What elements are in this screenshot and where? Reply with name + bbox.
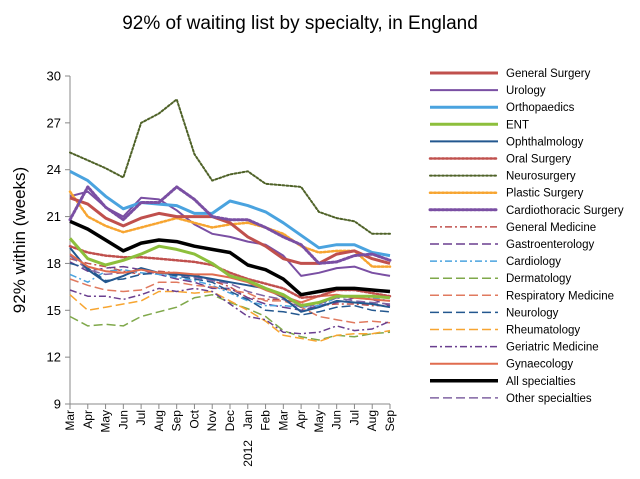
series-line-gastroenterology: [69, 261, 391, 312]
legend-item: Plastic Surgery: [428, 188, 584, 200]
legend: General Surgery Urology Orthopaedics ENT Oph…: [428, 68, 624, 405]
y-tick-label: 18: [47, 256, 61, 271]
x-tick-label: Dec: [223, 410, 237, 431]
y-tick-label: 27: [47, 115, 61, 130]
legend-label: Urology: [506, 85, 546, 97]
legend-item: Rheumatology: [430, 325, 580, 337]
x-tick-label: May: [99, 410, 113, 433]
legend-item: Orthopaedics: [430, 102, 575, 114]
x-tick-label: Mar: [63, 410, 77, 431]
legend-label: Orthopaedics: [506, 102, 575, 114]
legend-item: All specialties: [430, 376, 576, 388]
series-line-all-specialties: [69, 219, 391, 297]
chart-title: 92% of waiting list by specialty, in Eng…: [122, 13, 478, 34]
legend-label: Neurosurgery: [506, 171, 576, 183]
legend-item: Gynaecology: [430, 359, 573, 371]
legend-item: Ophthalmology: [430, 136, 584, 148]
x-tick-label: Aug: [152, 410, 166, 431]
legend-label: Oral Surgery: [506, 154, 571, 166]
legend-item: General Surgery: [430, 68, 591, 80]
legend-label: All specialties: [506, 376, 576, 388]
legend-label: Cardiology: [506, 256, 561, 268]
x-tick-label: Mar: [276, 410, 290, 431]
legend-item: Respiratory Medicine: [430, 290, 614, 302]
legend-item: Urology: [430, 85, 546, 97]
series-line-general-surgery: [69, 196, 391, 265]
x-tick-label: Apr: [81, 410, 95, 429]
legend-label: Neurology: [506, 307, 559, 319]
series-line-neurology: [69, 262, 391, 316]
x-tick-label: Jul: [134, 410, 148, 425]
x-tick-label: Sep: [170, 410, 184, 432]
series-line-ophthalmology: [69, 247, 391, 313]
y-tick-label: 9: [54, 397, 61, 412]
legend-label: General Surgery: [506, 68, 591, 80]
legend-label: Rheumatology: [506, 325, 580, 337]
y-tick-label: 12: [47, 350, 61, 365]
series-line-orthopaedics: [69, 169, 391, 258]
legend-item: Dermatology: [430, 273, 571, 285]
series-line-respiratory-medicine: [69, 278, 391, 324]
legend-label: ENT: [506, 119, 529, 131]
series-line-geriatric-medicine: [69, 287, 391, 335]
legend-label: Gastroenterology: [506, 239, 594, 251]
x-tick-label: Aug: [365, 410, 379, 431]
legend-item: Cardiology: [430, 256, 561, 268]
y-tick-label: 30: [47, 69, 61, 84]
legend-label: General Medicine: [506, 222, 596, 234]
legend-label: Respiratory Medicine: [506, 290, 614, 302]
x-tick-label: Jun: [116, 410, 130, 429]
legend-label: Geriatric Medicine: [506, 342, 599, 354]
legend-item: Geriatric Medicine: [430, 342, 599, 354]
y-axis-label: 92% within (weeks): [10, 167, 29, 313]
x-tick-label: Sep: [383, 410, 397, 432]
x-tick-label: Jan: [241, 410, 255, 429]
legend-item: General Medicine: [430, 222, 596, 234]
series-line-urology: [69, 190, 391, 277]
series-line-neurosurgery: [69, 98, 391, 235]
series-line-rheumatology: [69, 290, 391, 343]
legend-item: Neurology: [430, 307, 559, 319]
legend-item: Oral Surgery: [428, 154, 571, 166]
legend-label: Ophthalmology: [506, 136, 584, 148]
legend-item: Cardiothoracic Surgery: [428, 205, 624, 217]
legend-label: Cardiothoracic Surgery: [506, 205, 624, 217]
legend-item: Neurosurgery: [429, 171, 576, 183]
series-line-cardiothoracic-surgery: [68, 185, 392, 265]
legend-item: Other specialties: [430, 393, 592, 405]
x-tick-label: Apr: [294, 410, 308, 429]
legend-label: Other specialties: [506, 393, 592, 405]
x-tick-label: Feb: [259, 410, 273, 431]
x-tick-label: Jun: [330, 410, 344, 429]
series-line-ent: [68, 237, 391, 308]
series-line-general-medicine: [69, 257, 390, 307]
x-tick-label: Nov: [205, 410, 219, 431]
series-layer: [68, 98, 392, 343]
y-tick-label: 24: [47, 162, 61, 177]
x-year-label: 2012: [241, 440, 255, 467]
legend-label: Dermatology: [506, 273, 571, 285]
x-tick-label: Jul: [347, 410, 361, 425]
y-tick-label: 15: [47, 303, 61, 318]
legend-label: Gynaecology: [506, 359, 573, 371]
x-tick-label: May: [312, 410, 326, 433]
legend-label: Plastic Surgery: [506, 188, 584, 200]
x-tick-label: Oct: [187, 409, 201, 428]
series-line-cardiology: [69, 268, 391, 308]
series-line-plastic-surgery: [68, 190, 392, 268]
y-tick-label: 21: [47, 209, 61, 224]
legend-item: Gastroenterology: [430, 239, 594, 251]
legend-item: ENT: [430, 119, 529, 131]
